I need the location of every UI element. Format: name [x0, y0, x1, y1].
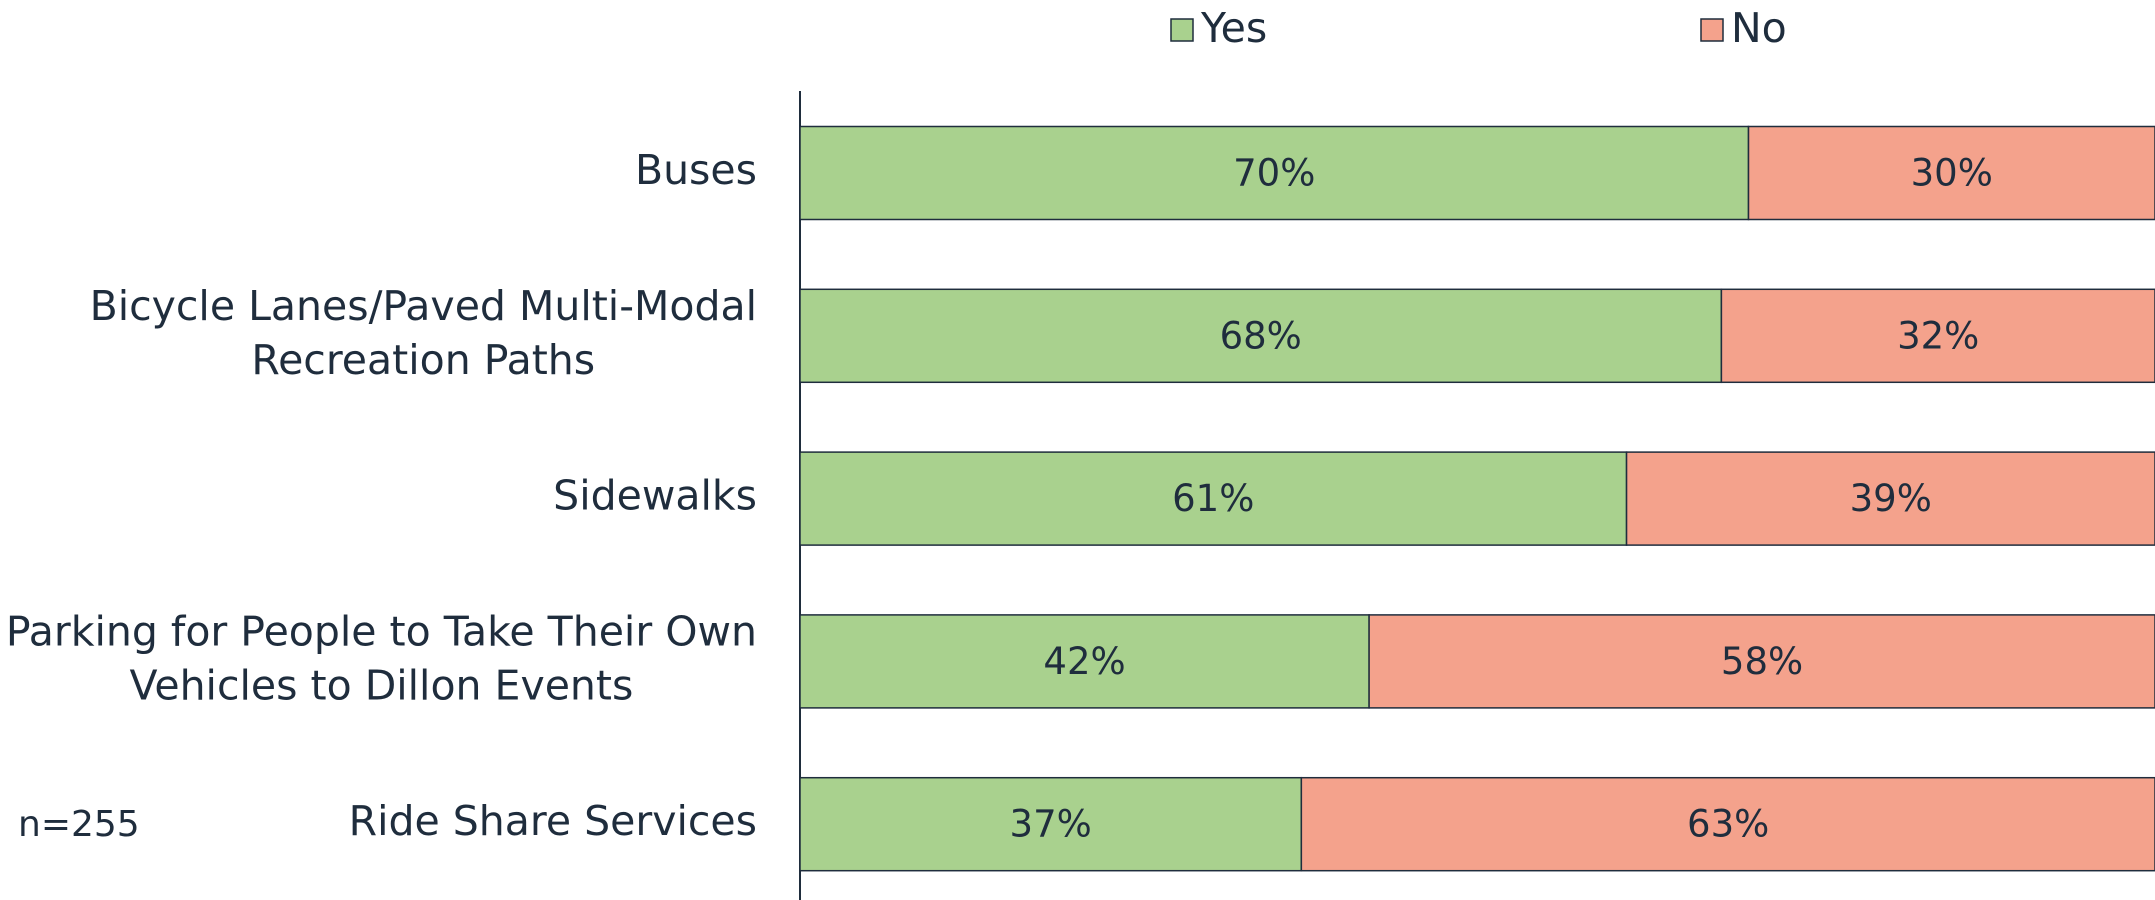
legend-label: Yes — [1200, 4, 1267, 52]
category-label: Sidewalks — [553, 472, 757, 520]
data-label: 58% — [1721, 640, 1803, 683]
category-label: Buses — [635, 146, 757, 194]
category-label: Bicycle Lanes/Paved Multi-Modal Recreatio… — [90, 282, 757, 384]
data-label: 63% — [1687, 803, 1769, 846]
category-label: Parking for People to Take Their Own Vehi… — [6, 607, 757, 709]
data-label: 42% — [1043, 640, 1125, 683]
bar-segment — [799, 614, 1370, 709]
bar-segment — [1720, 288, 2155, 384]
bar-segment — [799, 288, 1723, 384]
bar-segment — [799, 125, 1750, 221]
data-label: 30% — [1911, 152, 1993, 195]
legend-swatch — [1700, 18, 1724, 42]
data-label: 39% — [1850, 477, 1932, 520]
bar-segment — [1368, 614, 2155, 709]
legend-swatch — [1170, 18, 1194, 42]
bar-segment — [1625, 451, 2155, 546]
category-label: Ride Share Services — [349, 797, 757, 845]
data-label: 70% — [1233, 152, 1315, 195]
data-label: 37% — [1010, 803, 1092, 846]
sample-size-note: n=255 — [18, 804, 140, 845]
bar-segment — [1747, 125, 2155, 221]
data-label: 68% — [1220, 314, 1302, 357]
data-label: 61% — [1172, 477, 1254, 520]
bar-segment — [1300, 776, 2155, 872]
data-label: 32% — [1897, 314, 1979, 357]
legend-label: No — [1731, 4, 1787, 52]
bar-segment — [799, 451, 1628, 546]
